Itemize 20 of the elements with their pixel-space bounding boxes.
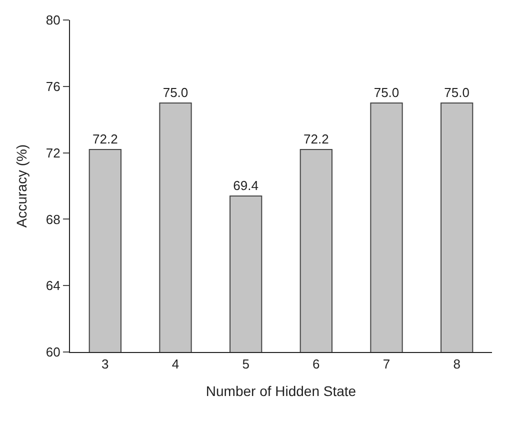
data-label: 75.0 xyxy=(444,85,470,100)
data-label: 72.2 xyxy=(304,131,329,146)
y-tick-label: 80 xyxy=(46,12,60,28)
y-tick-label: 60 xyxy=(46,344,60,360)
x-tick-label: 6 xyxy=(312,356,320,372)
x-tick-label: 7 xyxy=(382,356,390,372)
x-axis-title: Number of Hidden State xyxy=(206,382,356,399)
y-tick-label: 72 xyxy=(46,145,60,160)
data-label: 75.0 xyxy=(374,85,400,100)
y-tick-label: 76 xyxy=(46,78,60,94)
y-tick-label: 68 xyxy=(46,212,60,227)
x-tick-label: 8 xyxy=(453,356,460,372)
y-tick-label: 64 xyxy=(46,278,60,294)
x-tick-label: 4 xyxy=(172,356,180,372)
y-axis-title: Accuracy (%) xyxy=(14,144,30,228)
data-label: 69.4 xyxy=(233,178,258,193)
data-label: 75.0 xyxy=(162,85,188,100)
x-tick-label: 5 xyxy=(242,356,250,372)
x-tick-label: 3 xyxy=(102,356,109,372)
data-label: 72.2 xyxy=(92,131,118,146)
